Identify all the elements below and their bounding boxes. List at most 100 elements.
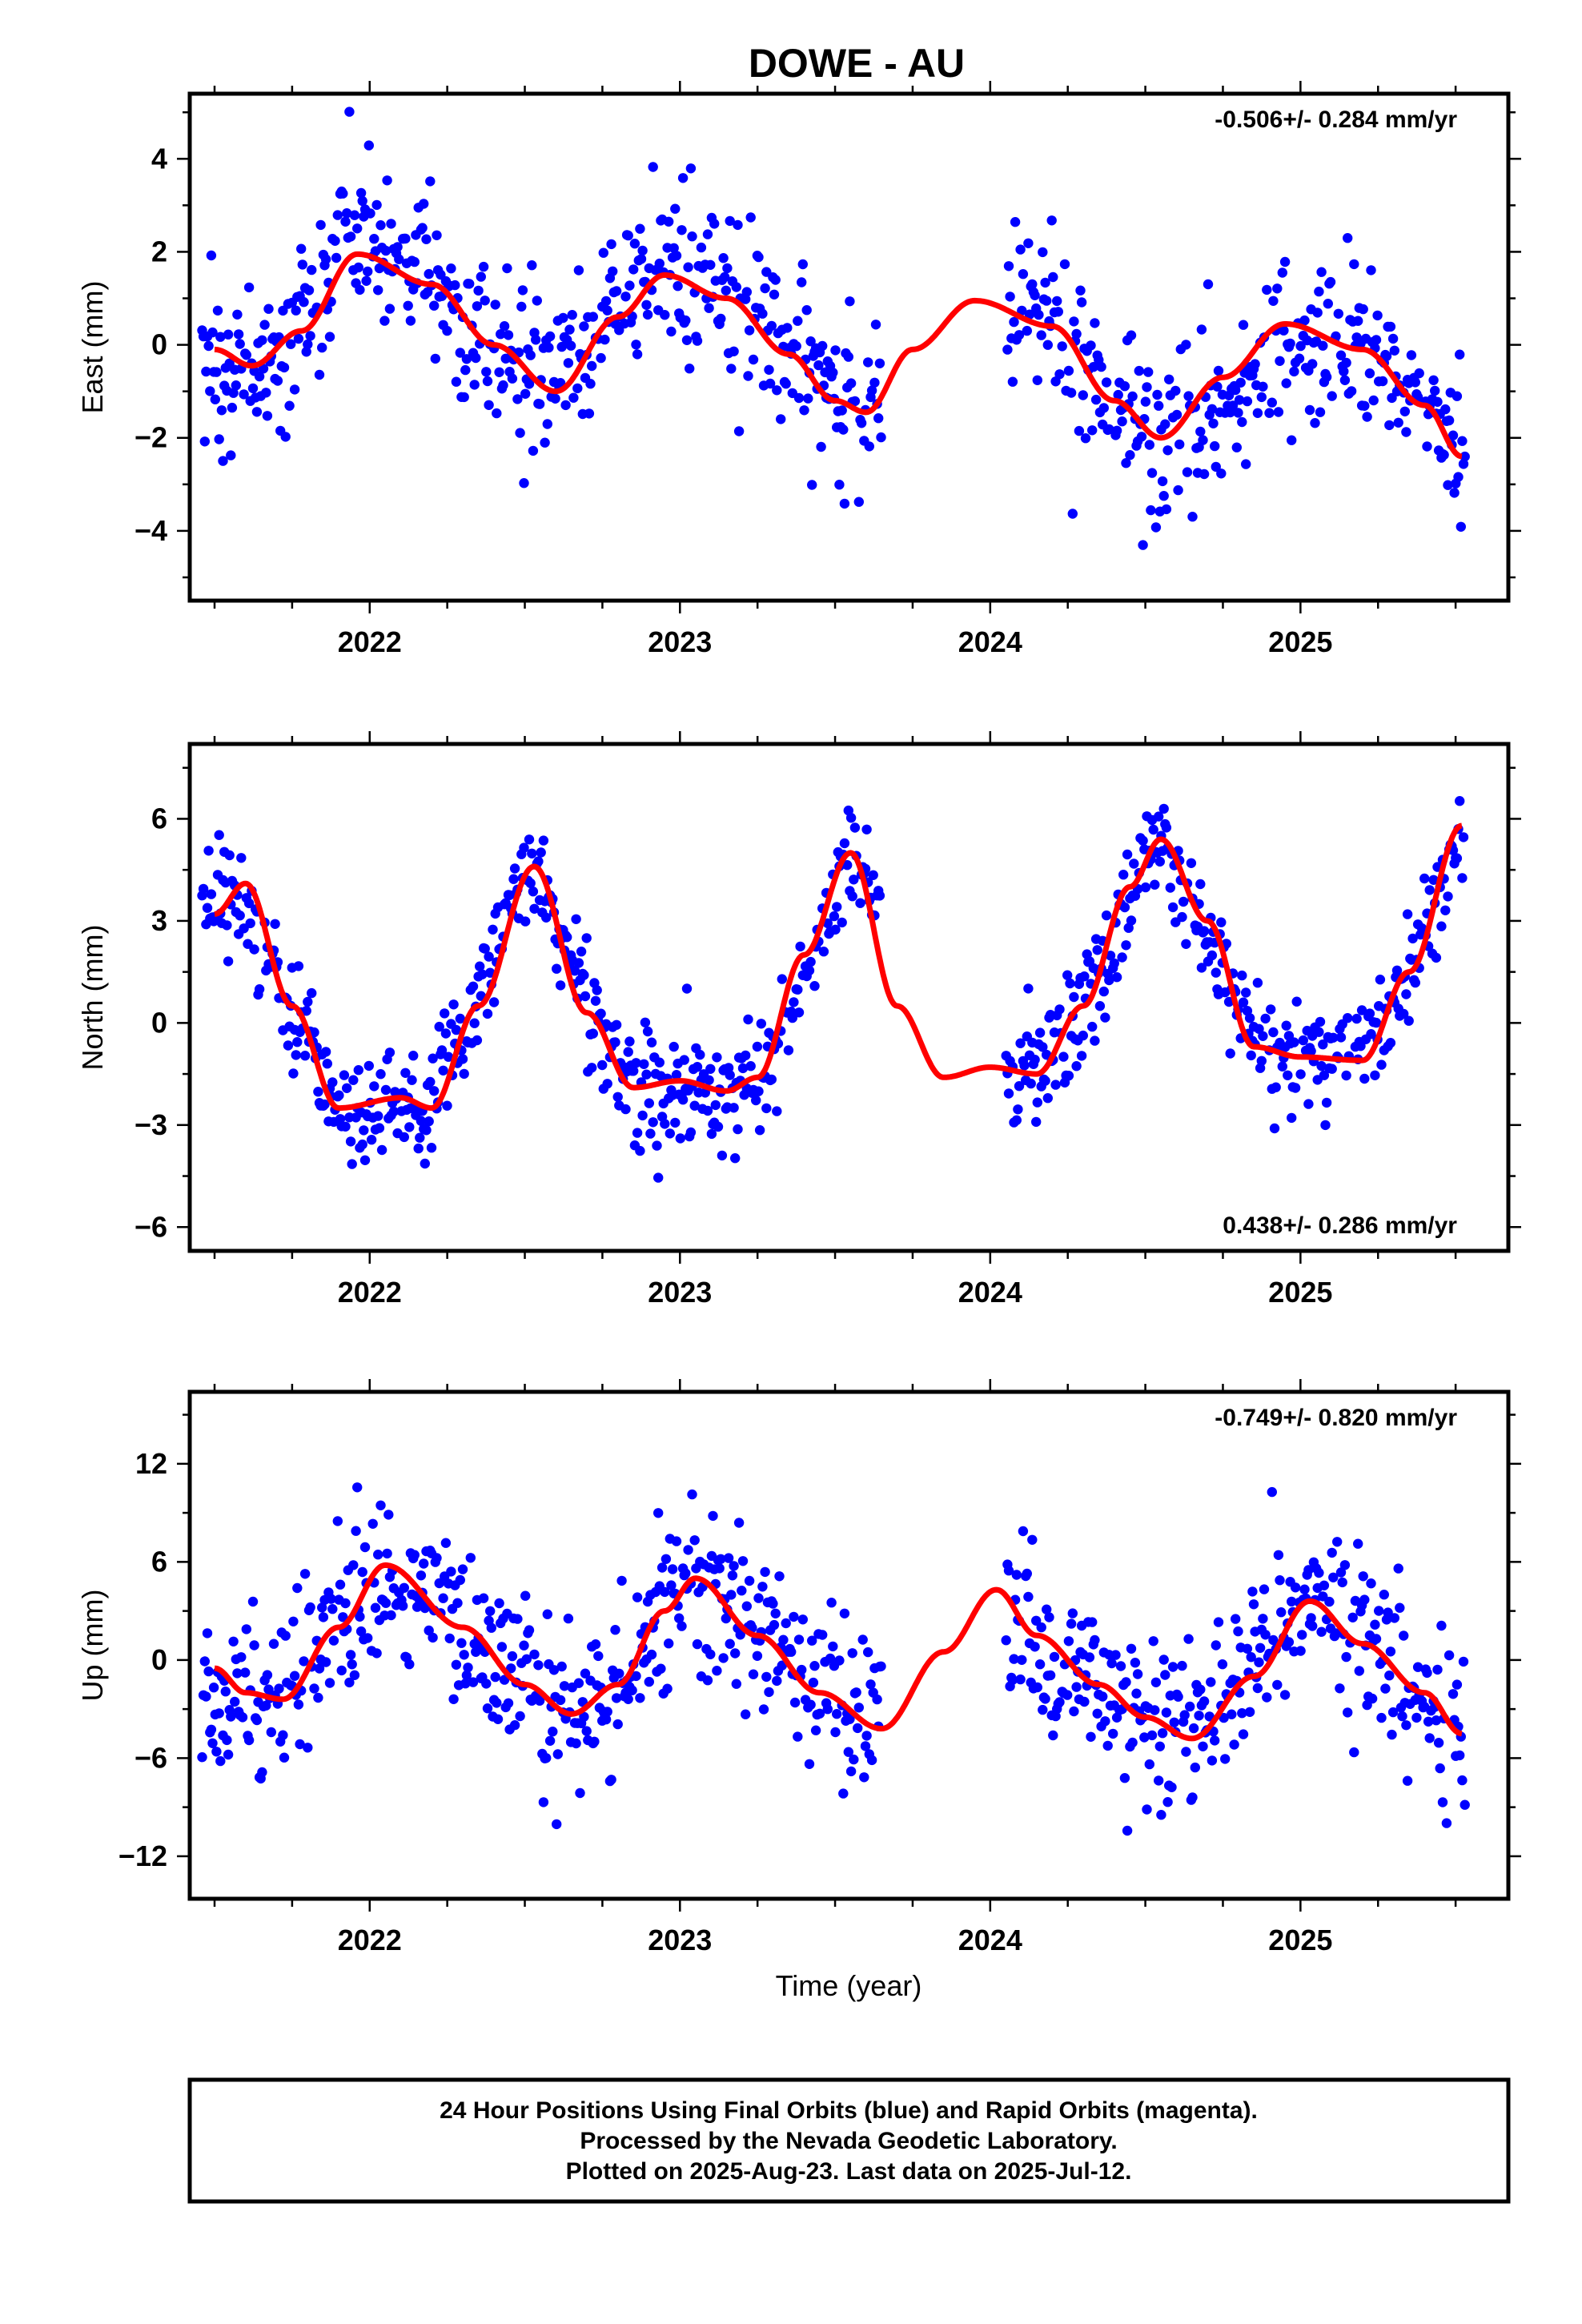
north-data-point [730, 1153, 741, 1164]
north-data-point [623, 1047, 633, 1057]
north-data-point [642, 1026, 653, 1037]
east-data-point [870, 320, 881, 330]
up-data-point [1139, 1732, 1150, 1743]
east-data-point [654, 258, 665, 269]
north-data-point [1090, 1035, 1100, 1046]
east-data-point [1267, 397, 1278, 408]
east-data-point [542, 419, 552, 429]
east-data-point [681, 315, 691, 326]
east-data-point [641, 300, 652, 310]
north-data-point [809, 981, 820, 991]
east-data-point [635, 223, 645, 234]
up-data-point [521, 1654, 532, 1664]
east-data-point [1187, 512, 1198, 522]
north-data-point [245, 918, 255, 929]
north-data-point [348, 1075, 359, 1085]
north-data-point [426, 1143, 437, 1153]
up-data-point [1121, 1677, 1131, 1687]
up-data-point [1237, 1708, 1247, 1719]
east-data-point [1377, 376, 1388, 387]
east-data-point [1005, 292, 1015, 302]
north-data-point [555, 980, 566, 991]
north-data-point [592, 985, 602, 995]
up-data-point [468, 1677, 479, 1687]
up-data-point [299, 1569, 311, 1579]
east-data-point [1002, 344, 1013, 355]
up-data-point [1435, 1763, 1445, 1774]
east-data-point [1075, 285, 1086, 296]
up-data-point [1036, 1622, 1046, 1633]
north-data-point [303, 996, 313, 1007]
north-data-point [472, 1035, 483, 1046]
north-data-point [299, 1051, 311, 1061]
up-data-point [382, 1548, 392, 1559]
up-data-point [279, 1752, 290, 1763]
east-data-point [1250, 359, 1260, 369]
east-data-point [1125, 450, 1135, 460]
up-data-point [243, 1735, 255, 1746]
east-data-point [797, 259, 808, 270]
east-data-point [687, 231, 697, 242]
east-data-point [600, 334, 610, 345]
east-data-point [813, 360, 824, 371]
up-data-point [222, 1735, 232, 1746]
east-data-point [345, 231, 356, 242]
up-data-point [1290, 1582, 1301, 1593]
up-data-point [1210, 1735, 1220, 1746]
north-data-point [1318, 1039, 1328, 1050]
north-data-point [1283, 1070, 1293, 1081]
up-data-point [1173, 1691, 1183, 1702]
east-data-point [1014, 330, 1025, 340]
north-data-point [1034, 1027, 1046, 1038]
up-data-point [610, 1625, 620, 1635]
up-data-point [456, 1638, 467, 1648]
north-y-axis-label: North (mm) [76, 925, 109, 1071]
up-data-point [729, 1561, 739, 1571]
east-data-point [500, 353, 511, 364]
north-data-point [654, 1057, 665, 1068]
east-data-point [1443, 415, 1455, 426]
up-data-point [828, 1641, 838, 1652]
north-data-point [1199, 926, 1210, 936]
up-data-point [520, 1590, 531, 1601]
east-data-point [424, 268, 434, 279]
east-data-point [442, 325, 452, 336]
up-data-point [1379, 1590, 1390, 1600]
east-data-point [1138, 540, 1148, 550]
north-data-point [1314, 1027, 1324, 1037]
up-data-point [834, 1655, 845, 1666]
north-data-point [569, 966, 580, 976]
north-data-point [783, 1045, 794, 1055]
east-data-point [748, 354, 759, 365]
up-data-point [1179, 1710, 1190, 1720]
up-data-point [438, 1593, 448, 1603]
east-data-point [799, 405, 809, 416]
north-data-point [1104, 975, 1114, 986]
north-data-point [339, 1070, 350, 1080]
up-data-point [725, 1638, 735, 1649]
east-data-point [1069, 316, 1079, 327]
up-data-point [662, 1683, 673, 1694]
east-data-point [1088, 362, 1099, 372]
up-data-point [1358, 1571, 1368, 1582]
north-data-point [743, 1014, 753, 1025]
up-data-point [876, 1661, 886, 1671]
north-data-point [1054, 1004, 1065, 1015]
up-data-point [590, 1639, 601, 1650]
east-data-point [492, 408, 502, 419]
east-data-point [568, 392, 579, 403]
north-data-point [745, 1061, 756, 1072]
east-data-point [317, 342, 327, 353]
up-data-point [1206, 1677, 1216, 1687]
up-data-point [268, 1638, 279, 1649]
east-data-point [677, 225, 687, 235]
east-data-point [793, 316, 803, 326]
east-data-point [1170, 385, 1181, 396]
north-data-point [436, 1045, 448, 1055]
east-data-point [673, 281, 683, 292]
east-data-point [494, 367, 504, 377]
east-data-point [1341, 357, 1351, 368]
east-data-point [532, 296, 542, 306]
east-data-point [400, 233, 411, 244]
east-data-point [1335, 350, 1347, 360]
